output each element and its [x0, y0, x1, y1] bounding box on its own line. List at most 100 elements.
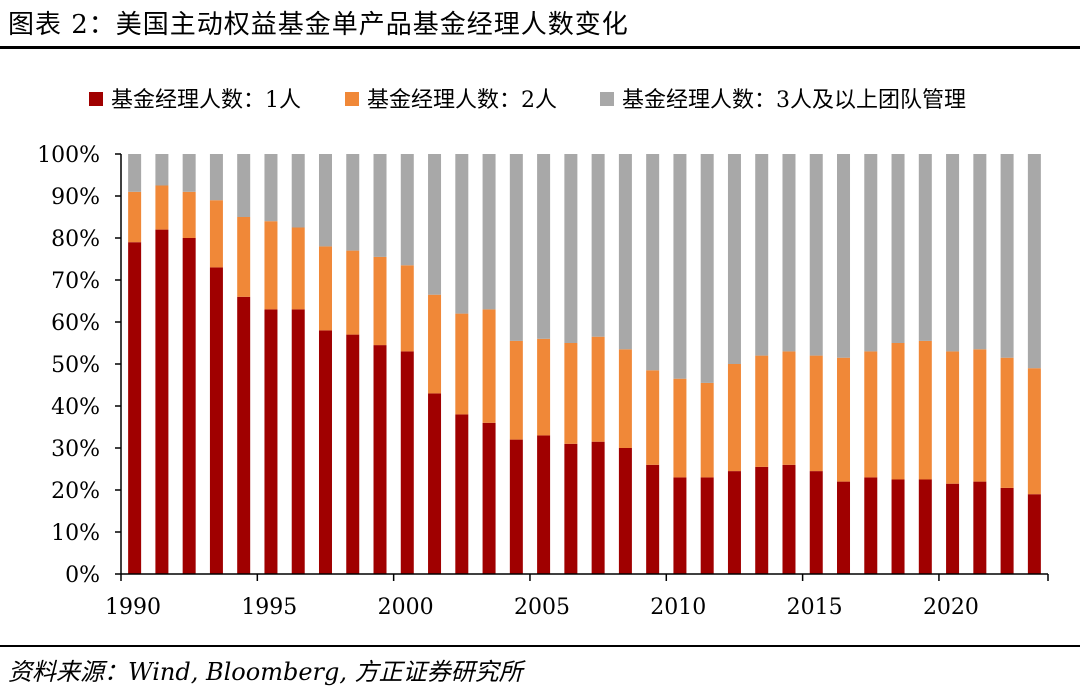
figure-title: 图表 2：美国主动权益基金单产品基金经理人数变化: [8, 10, 629, 40]
bar-2014-series-2: [782, 351, 796, 465]
bar-1990-series-2: [128, 191, 142, 243]
bar-2014-series-3: [782, 154, 796, 352]
bar-2019-series-1: [918, 479, 932, 574]
bar-2007-series-1: [591, 441, 605, 574]
bar-1993-series-1: [209, 267, 223, 574]
bar-1999-series-2: [373, 256, 387, 346]
legend-label-one-manager: 基金经理人数：1人: [111, 88, 301, 113]
bar-2002-series-3: [455, 154, 469, 314]
bar-2009-series-3: [646, 154, 660, 371]
bar-2018-series-3: [891, 154, 905, 343]
bar-2006-series-1: [564, 443, 578, 574]
bar-1993-series-3: [209, 154, 223, 201]
bar-2023-series-2: [1027, 368, 1041, 495]
chart-legend: 基金经理人数：1人 基金经理人数：2人 基金经理人数：3人及以上团队管理: [0, 82, 1080, 114]
bar-2001-series-2: [428, 294, 442, 394]
y-tick-label: 50%: [51, 353, 100, 378]
bar-1995-series-3: [264, 154, 278, 222]
bar-1997-series-2: [318, 246, 332, 331]
bar-2008-series-3: [618, 154, 632, 350]
bar-2005-series-1: [537, 435, 551, 574]
bar-1992-series-3: [182, 154, 196, 192]
x-tick-label: 2005: [514, 595, 570, 620]
y-tick-label: 30%: [51, 437, 100, 462]
x-tick-label: 1990: [105, 595, 161, 620]
bar-1991-series-2: [155, 185, 169, 230]
bar-2015-series-1: [809, 471, 823, 574]
stacked-bar-chart: 0% 10% 20% 30% 40% 50% 60% 70% 80% 90% 100% 1990 199…: [37, 143, 1049, 620]
bar-2015-series-2: [809, 355, 823, 472]
bar-2016-series-2: [837, 357, 851, 482]
bar-2017-series-2: [864, 351, 878, 478]
bar-2014-series-1: [782, 464, 796, 574]
y-tick-label: 0%: [65, 563, 100, 588]
legend-item-two-managers: 基金经理人数：2人: [345, 82, 557, 114]
bar-2004-series-3: [509, 154, 523, 341]
bar-2018-series-1: [891, 479, 905, 574]
bar-2020-series-3: [946, 154, 960, 352]
title-underline: [0, 46, 1080, 49]
bar-1992-series-1: [182, 238, 196, 574]
bar-1994-series-3: [237, 154, 251, 217]
bar-2019-series-2: [918, 340, 932, 480]
source-note: 资料来源：Wind, Bloomberg, 方正证券研究所: [8, 658, 523, 686]
bar-1995-series-1: [264, 309, 278, 574]
x-tick-label: 2015: [787, 595, 843, 620]
bar-1990-series-1: [128, 242, 142, 574]
y-tick-label: 80%: [51, 227, 100, 252]
bar-2007-series-3: [591, 154, 605, 337]
bar-1994-series-2: [237, 217, 251, 297]
bar-2001-series-1: [428, 393, 442, 574]
bar-2000-series-3: [400, 154, 414, 266]
bar-1997-series-3: [318, 154, 332, 247]
bar-2006-series-2: [564, 343, 578, 444]
bar-2003-series-2: [482, 309, 496, 423]
bar-2005-series-3: [537, 154, 551, 339]
bar-2002-series-2: [455, 313, 469, 415]
bar-1998-series-3: [346, 154, 360, 251]
bar-2010-series-3: [673, 154, 687, 379]
bar-2023-series-3: [1027, 154, 1041, 369]
bar-1990-series-3: [128, 154, 142, 192]
legend-swatch-one-manager: [89, 92, 103, 106]
bar-2013-series-2: [755, 355, 769, 467]
y-tick-label: 60%: [51, 311, 100, 336]
bar-2012-series-1: [727, 471, 741, 574]
bar-2017-series-1: [864, 477, 878, 574]
bar-2009-series-1: [646, 464, 660, 574]
bar-2010-series-2: [673, 378, 687, 478]
y-tick-label: 70%: [51, 269, 100, 294]
bar-2020-series-1: [946, 483, 960, 574]
bar-2020-series-2: [946, 351, 960, 484]
bar-2021-series-1: [973, 481, 987, 574]
bar-1992-series-2: [182, 191, 196, 238]
bar-2021-series-2: [973, 349, 987, 482]
legend-item-one-manager: 基金经理人数：1人: [89, 82, 301, 114]
bar-2019-series-3: [918, 154, 932, 341]
x-tick-label: 2010: [650, 595, 706, 620]
y-tick-label: 20%: [51, 479, 100, 504]
x-tick-label: 2000: [378, 595, 434, 620]
legend-item-team: 基金经理人数：3人及以上团队管理: [600, 82, 966, 114]
legend-swatch-team: [600, 92, 614, 106]
bar-2001-series-3: [428, 154, 442, 295]
bar-2016-series-1: [837, 481, 851, 574]
bar-2017-series-3: [864, 154, 878, 352]
y-tick-label: 100%: [37, 143, 100, 168]
bar-2022-series-2: [1000, 357, 1014, 488]
bar-2003-series-3: [482, 154, 496, 310]
bar-2012-series-2: [727, 364, 741, 472]
bar-2011-series-2: [700, 382, 714, 478]
bar-1998-series-2: [346, 250, 360, 335]
y-tick-label: 40%: [51, 395, 100, 420]
bar-2000-series-2: [400, 265, 414, 352]
bar-1991-series-3: [155, 154, 169, 186]
bar-2002-series-1: [455, 414, 469, 574]
bar-2003-series-1: [482, 422, 496, 574]
y-tick-label: 90%: [51, 185, 100, 210]
bar-2004-series-2: [509, 340, 523, 440]
bar-2011-series-3: [700, 154, 714, 383]
bar-1997-series-1: [318, 330, 332, 574]
bar-2009-series-2: [646, 370, 660, 465]
bar-2005-series-2: [537, 338, 551, 436]
